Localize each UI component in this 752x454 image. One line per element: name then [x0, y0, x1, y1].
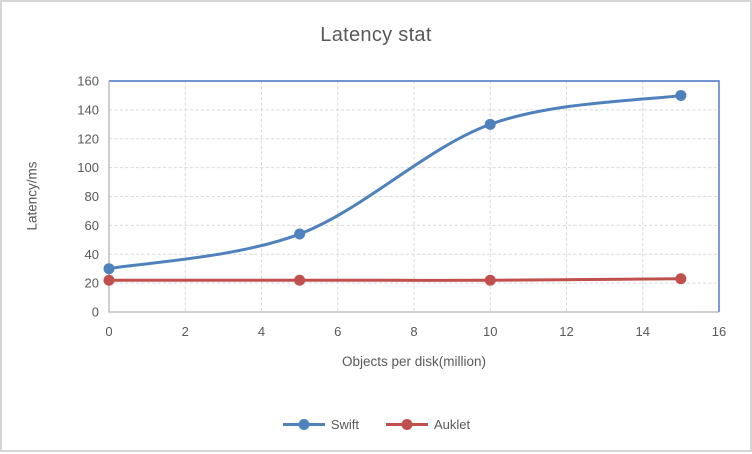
y-axis-title: Latency/ms — [24, 161, 40, 231]
series-marker-auklet — [484, 274, 496, 286]
y-tick-label: 100 — [77, 160, 99, 175]
legend-marker — [298, 418, 310, 430]
x-tick-label: 8 — [410, 324, 417, 339]
series-marker-swift — [294, 228, 306, 240]
x-tick-label: 10 — [483, 324, 497, 339]
series-marker-auklet — [103, 274, 115, 286]
series-marker-auklet — [294, 274, 306, 286]
series-marker-swift — [103, 263, 115, 275]
legend-label-auklet: Auklet — [434, 416, 471, 432]
chart-title: Latency stat — [320, 24, 432, 46]
x-tick-label: 0 — [105, 324, 112, 339]
series-marker-auklet — [675, 273, 687, 285]
legend-swatch-auklet — [386, 418, 429, 430]
x-tick-label: 14 — [636, 324, 650, 339]
y-tick-label: 60 — [85, 218, 99, 233]
series-line-swift — [107, 93, 683, 271]
x-tick-label: 16 — [712, 324, 726, 339]
y-tick-label: 140 — [77, 102, 99, 117]
x-tick-label: 2 — [182, 324, 189, 339]
legend-swatch-swift — [282, 418, 325, 430]
y-tick-label: 20 — [85, 276, 99, 291]
series-marker-swift — [675, 89, 687, 101]
legend-label-swift: Swift — [330, 416, 360, 432]
legend: Swift Auklet — [2, 412, 750, 436]
x-tick-label: 6 — [334, 324, 341, 339]
y-tick-label: 0 — [92, 305, 99, 320]
axis-lines — [108, 81, 719, 313]
legend-item-auklet: Auklet — [385, 417, 470, 432]
y-tick-label: 160 — [77, 74, 99, 89]
x-axis-title: Objects per disk(million) — [341, 354, 487, 369]
plot-border — [109, 80, 720, 312]
legend-marker — [401, 418, 413, 430]
series-line-auklet — [107, 277, 683, 282]
series-marker-swift — [484, 118, 496, 130]
y-tick-label: 80 — [85, 189, 99, 204]
legend-item-swift: Swift — [282, 417, 359, 432]
x-tick-label: 12 — [559, 324, 573, 339]
x-tick-label: 4 — [258, 324, 265, 339]
y-tick-label: 120 — [77, 131, 99, 146]
y-tick-label: 40 — [85, 247, 99, 262]
